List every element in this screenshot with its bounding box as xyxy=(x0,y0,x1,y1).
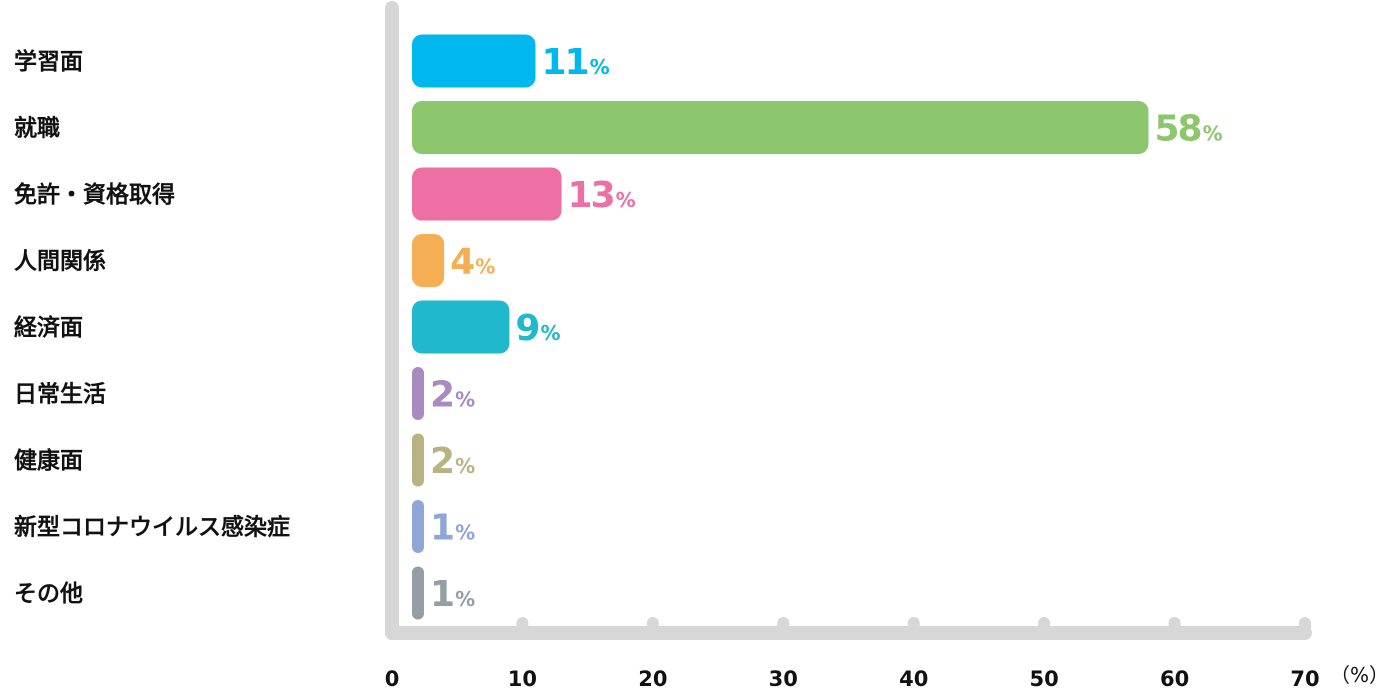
x-tick-label: 50 xyxy=(1030,667,1059,690)
x-tick-label: 40 xyxy=(899,667,928,690)
x-axis-unit-label: （%） xyxy=(1330,663,1380,687)
bar xyxy=(412,367,424,420)
axis-layer xyxy=(385,1,1312,640)
category-label: 健康面 xyxy=(14,447,83,474)
category-label: 人間関係 xyxy=(14,249,106,275)
bar xyxy=(412,500,424,553)
bar xyxy=(412,234,445,287)
bars-layer xyxy=(412,34,1149,620)
category-label: 経済面 xyxy=(14,314,83,341)
x-tick-labels: 0 10 20 30 40 50 60 70 xyxy=(385,667,1320,690)
value-label: 4% xyxy=(450,242,495,283)
bar xyxy=(412,433,424,487)
value-label: 2% xyxy=(430,441,475,482)
x-tick-label: 10 xyxy=(508,667,537,690)
category-labels: 学習面就職免許・資格取得人間関係経済面日常生活健康面新型コロナウイルス感染症その… xyxy=(14,48,290,607)
category-label: 日常生活 xyxy=(14,382,106,408)
x-tick-label: 0 xyxy=(385,667,400,690)
bar xyxy=(412,34,536,88)
category-label: 新型コロナウイルス感染症 xyxy=(14,514,290,541)
value-label: 11% xyxy=(541,42,609,83)
x-tick-label: 20 xyxy=(638,667,667,690)
bar xyxy=(412,566,424,620)
value-label: 58% xyxy=(1154,109,1222,150)
value-label: 1% xyxy=(430,574,475,615)
value-label: 9% xyxy=(515,308,560,349)
bar xyxy=(412,101,1149,154)
category-label: 学習面 xyxy=(14,48,83,75)
category-label: 就職 xyxy=(14,115,60,142)
category-label: 免許・資格取得 xyxy=(14,181,175,208)
value-labels: 11 % 58 % 13 % 4 % 9 % 2 % 2 % 1 % 1% xyxy=(430,42,1223,615)
value-label: 1% xyxy=(430,508,475,549)
value-label: 2% xyxy=(430,375,475,416)
value-label: 13% xyxy=(568,175,636,216)
x-tick-label: 60 xyxy=(1160,667,1189,690)
bar xyxy=(412,300,510,354)
category-label: その他 xyxy=(14,581,83,607)
x-tick-label: 30 xyxy=(769,667,798,690)
x-tick-label: 70 xyxy=(1290,667,1319,690)
bar xyxy=(412,167,562,221)
